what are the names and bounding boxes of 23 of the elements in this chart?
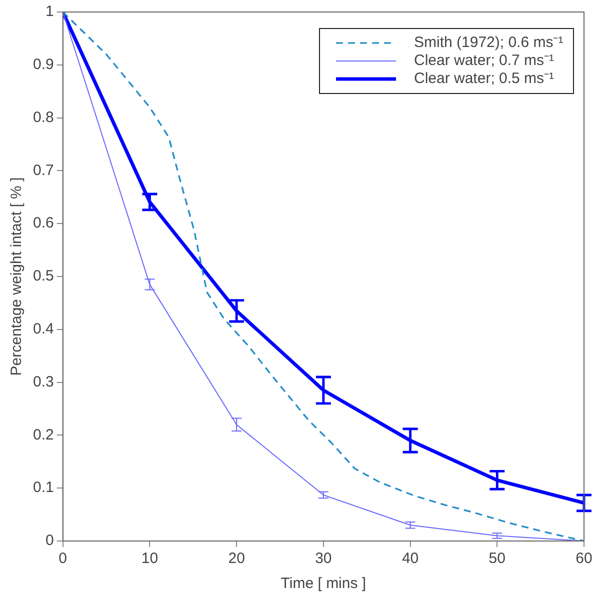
legend-label: Clear water; 0.7 ms⁻¹ xyxy=(414,52,554,70)
legend-label: Clear water; 0.5 ms⁻¹ xyxy=(414,70,554,88)
y-tick-label: 0.2 xyxy=(32,426,54,444)
x-tick-label: 60 xyxy=(576,550,592,568)
y-tick-label: 1 xyxy=(46,3,54,20)
y-tick-label: 0.5 xyxy=(32,268,54,285)
x-tick-label: 30 xyxy=(315,550,332,568)
y-axis-title: Percentage weight intact [ % ] xyxy=(8,177,26,376)
y-tick-label: 0.9 xyxy=(32,56,54,74)
y-tick-label: 0 xyxy=(46,532,54,550)
y-tick-label: 0.8 xyxy=(32,108,54,126)
x-tick-label: 40 xyxy=(402,550,419,568)
legend-label: Smith (1972); 0.6 ms⁻¹ xyxy=(414,34,564,52)
x-tick-label: 20 xyxy=(228,550,245,568)
x-tick-label: 10 xyxy=(141,550,158,568)
x-tick-label: 0 xyxy=(58,550,68,568)
y-tick-label: 0.1 xyxy=(32,479,54,496)
x-tick-label: 50 xyxy=(488,550,506,568)
x-axis-title: Time [ mins ] xyxy=(280,575,366,592)
y-tick-label: 0.7 xyxy=(32,162,54,179)
y-tick-label: 0.4 xyxy=(32,320,54,338)
y-tick-label: 0.3 xyxy=(32,373,54,390)
y-tick-label: 0.6 xyxy=(32,214,54,232)
